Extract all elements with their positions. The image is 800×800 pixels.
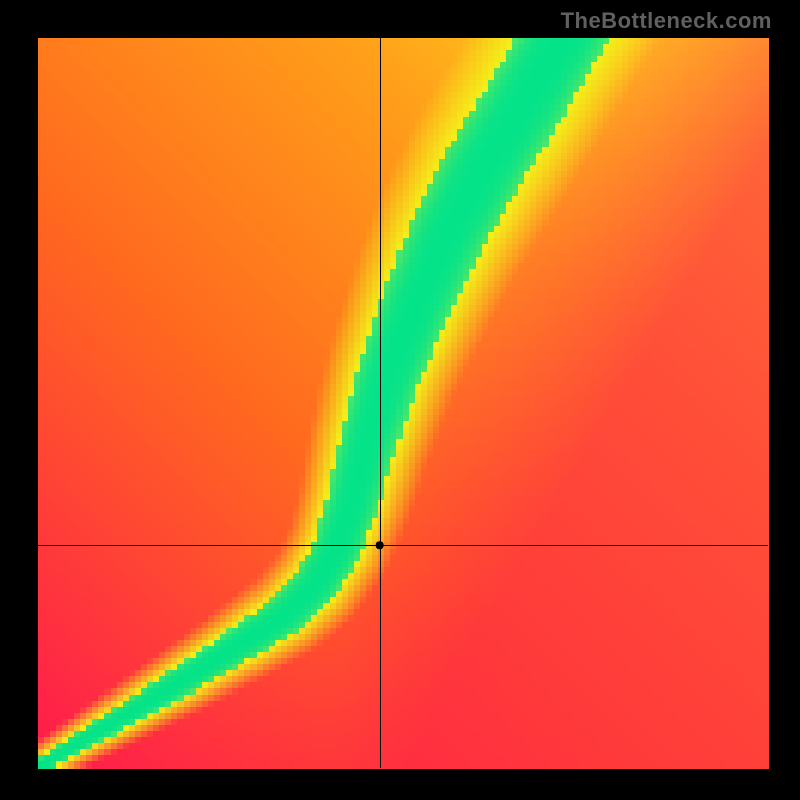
- watermark-text: TheBottleneck.com: [561, 8, 772, 34]
- chart-container: TheBottleneck.com: [0, 0, 800, 800]
- bottleneck-heatmap: [0, 0, 800, 800]
